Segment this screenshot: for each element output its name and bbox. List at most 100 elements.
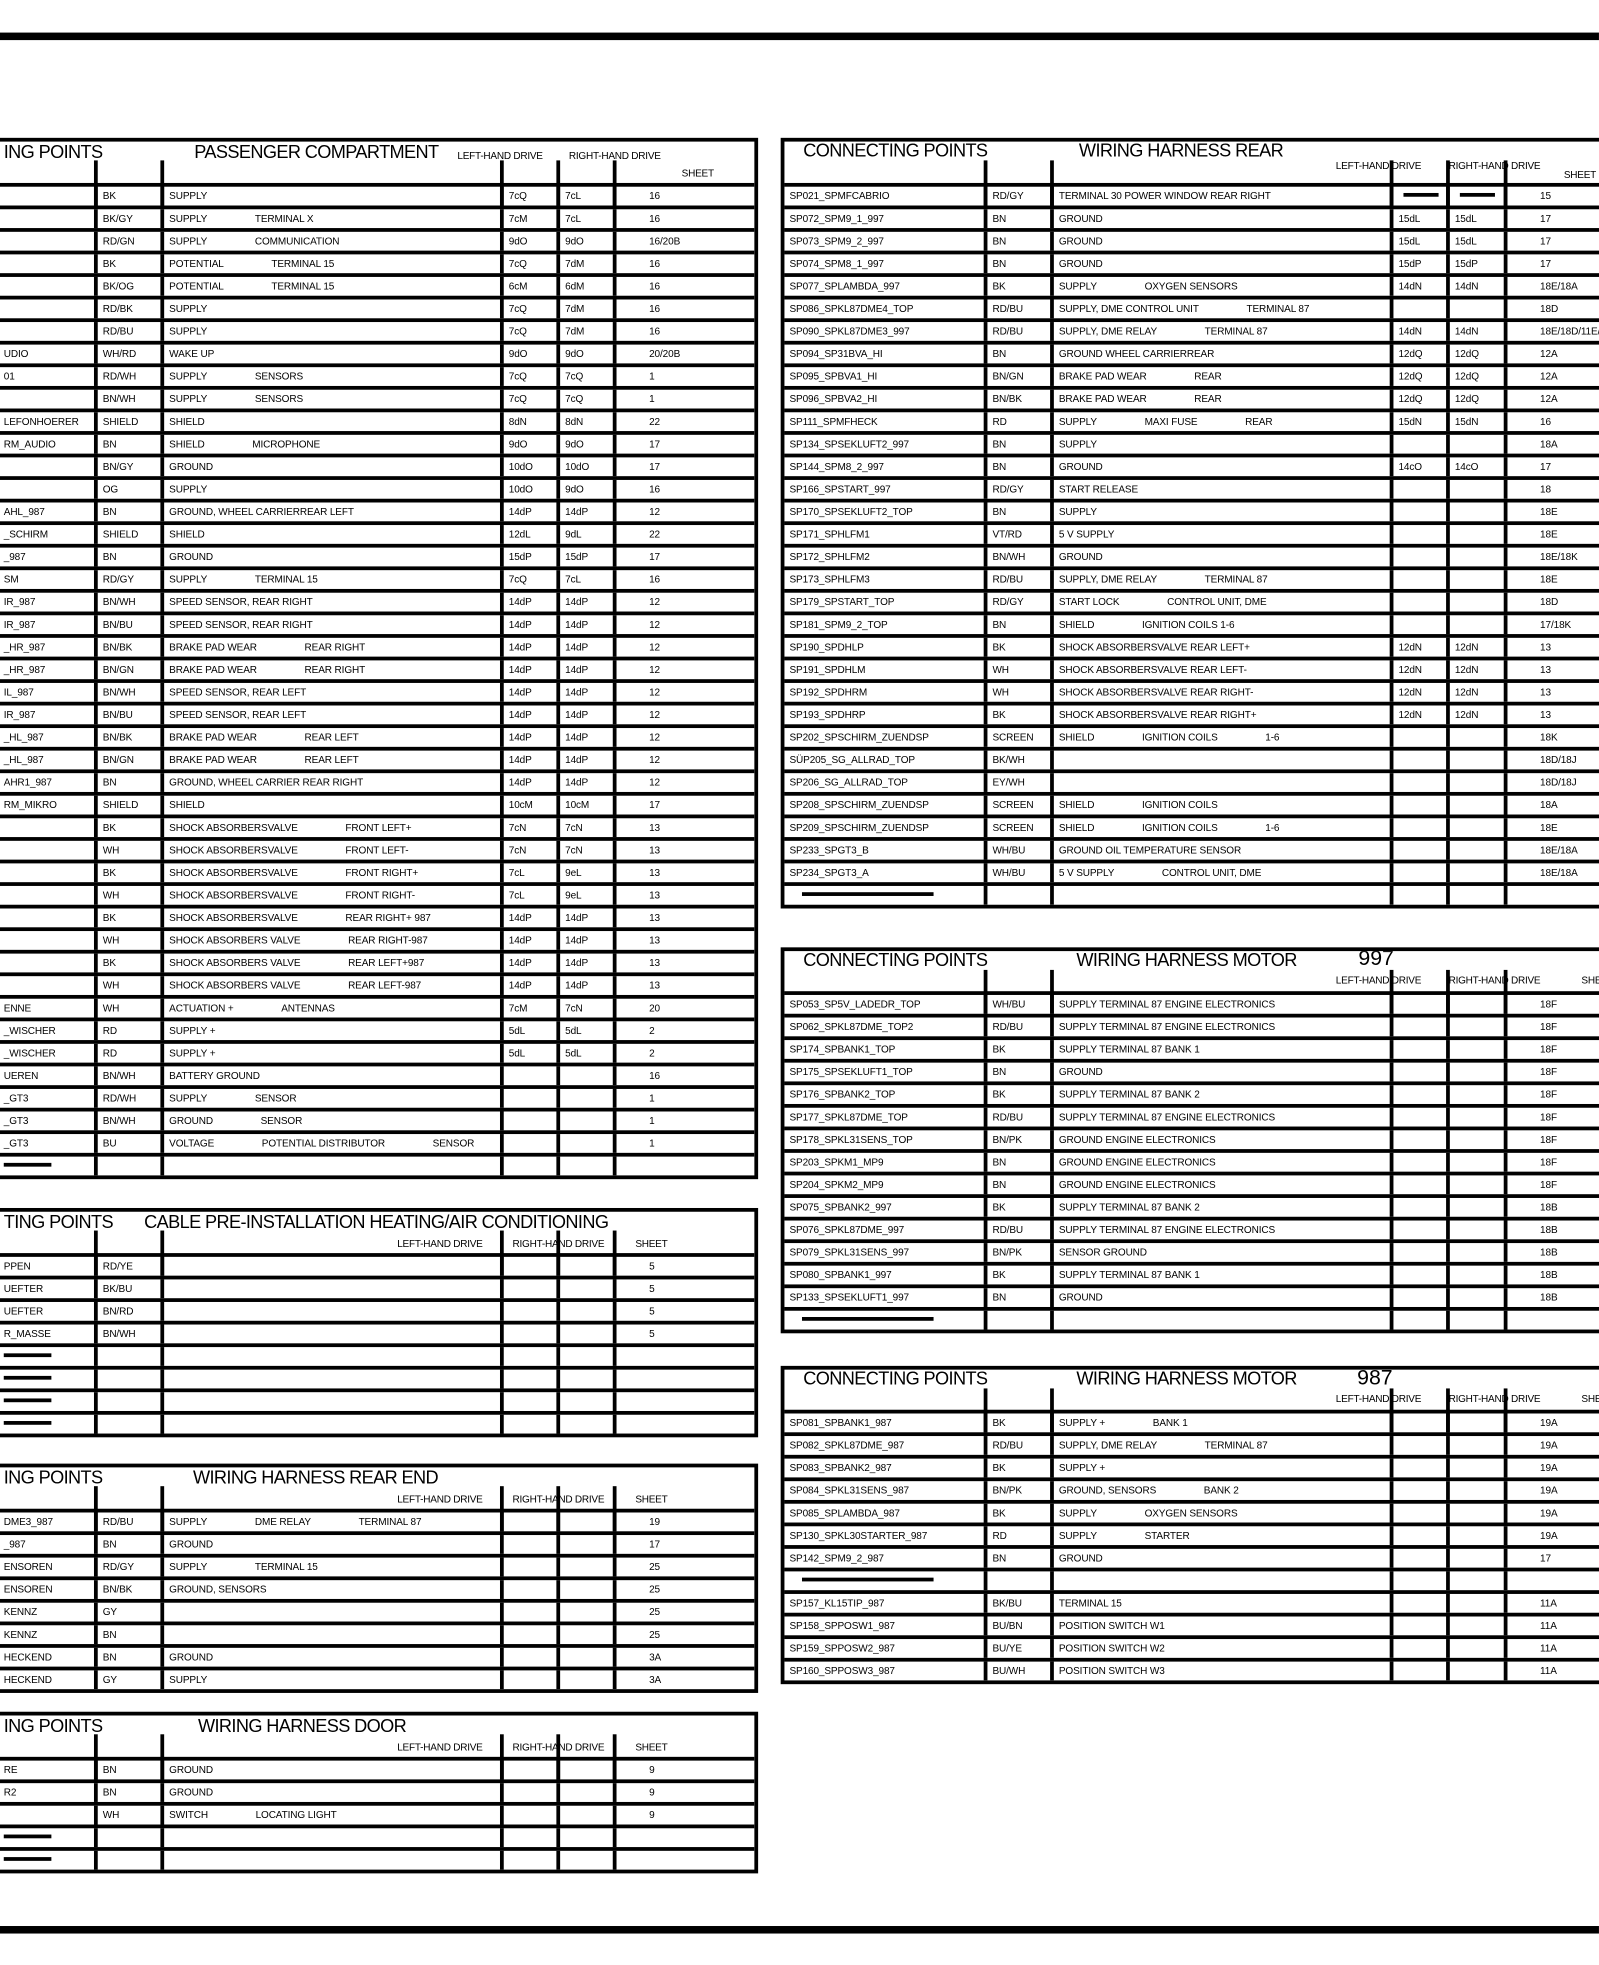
table-row: SP173_SPHLFM3 RD/BU SUPPLY, DME RELAY TERMI… xyxy=(784,566,1599,589)
connection-point-cell xyxy=(0,1851,98,1870)
left-hand-drive-cell xyxy=(499,1279,560,1299)
description-part: REAR LEFT xyxy=(304,731,359,744)
left-hand-drive-cell: 10cM xyxy=(499,795,560,815)
description-part: IGNITION COILS xyxy=(1141,731,1218,744)
table-rear-end: WIRING HARNESS REAR END ING POINTS LEFT-HA… xyxy=(0,1463,759,1693)
description-cell: VOLTAGE POTENTIAL DISTRIBUTOR SENSOR xyxy=(160,1134,503,1153)
description-cell: SHIELD IGNITION COILS 1-6 xyxy=(1050,615,1393,635)
right-hand-drive-cell: 14dN xyxy=(1446,322,1507,341)
description-part: TERMINAL 87 xyxy=(1204,325,1268,338)
description-part: SENSORS xyxy=(254,370,304,383)
right-hand-drive-cell xyxy=(1446,1458,1507,1478)
left-hand-drive-cell xyxy=(1389,1593,1450,1613)
description-cell xyxy=(160,1279,503,1299)
description-cell: GROUND xyxy=(1050,1548,1393,1568)
description-cell: SUPPLY TERMINAL X xyxy=(160,209,503,229)
left-hand-drive-cell: 14dP xyxy=(499,773,560,792)
description-part: SPEED SENSOR, REAR LEFT xyxy=(169,709,307,721)
right-hand-drive-cell: 9dO xyxy=(556,479,616,499)
sheet-cell: 16 xyxy=(612,479,755,499)
description-part: GROUND xyxy=(1058,213,1103,225)
description-cell: SUPPLY + BANK 1 xyxy=(1050,1413,1393,1433)
left-hand-drive-cell xyxy=(1389,1639,1450,1658)
header-rhd: RIGHT-HAND DRIVE xyxy=(512,1741,605,1754)
header-title: CONNECTING POINTS xyxy=(803,141,988,162)
sheet-cell: 16 xyxy=(612,276,755,296)
left-hand-drive-cell: 7cL xyxy=(499,863,560,883)
connection-point-cell: _WISCHER xyxy=(3,1047,56,1059)
wire-color-cell: BU/BN xyxy=(983,1616,1054,1636)
sheet-cell: 1 xyxy=(612,1088,755,1108)
right-hand-drive-cell xyxy=(556,1256,616,1276)
sheet-cell: 1 xyxy=(612,389,755,409)
table-row: SP082_SPKL87DME_987 RD/BU SUPPLY, DME RELA… xyxy=(784,1432,1599,1455)
table-rear: CONNECTING POINTS WIRING HARNESS REAR LEFT… xyxy=(780,137,1599,909)
connection-point-cell: SÜP205_SG_ALLRAD_TOP xyxy=(789,754,915,766)
description-cell: GROUND ENGINE ELECTRONICS xyxy=(1050,1130,1393,1150)
left-hand-drive-cell xyxy=(499,1324,560,1344)
table-row: WH SWITCH LOCATING LIGHT 9 xyxy=(0,1801,755,1825)
right-hand-drive-cell: 14dP xyxy=(556,592,616,612)
description-cell xyxy=(160,1625,503,1645)
sheet-cell: 19A xyxy=(1503,1458,1599,1478)
connection-point-cell: SP159_SPPOSW2_987 xyxy=(789,1642,895,1655)
description-part: REAR LEFT-987 xyxy=(348,979,422,992)
header-title: CONNECTING POINTS xyxy=(803,951,988,972)
description-part: IGNITION COILS 1-6 xyxy=(1141,619,1235,631)
table-row: SP072_SPM9_1_997 BN GROUND 15dL 15dL 17 xyxy=(784,205,1599,229)
description-part: OXYGEN SENSORS xyxy=(1144,280,1238,292)
sheet-cell: 18E xyxy=(1503,818,1599,838)
wire-color-cell: BK/GY xyxy=(93,209,164,229)
connection-point-cell: SP083_SPBANK2_987 xyxy=(789,1462,892,1474)
description-part: SPEED SENSOR, REAR LEFT xyxy=(169,686,307,698)
left-hand-drive-cell xyxy=(1389,615,1450,635)
connection-point-cell xyxy=(0,277,98,296)
description-part: GROUND ENGINE ELECTRONICS xyxy=(1058,1134,1216,1146)
sheet-cell: 16 xyxy=(612,209,755,229)
left-hand-drive-cell: 5dL xyxy=(499,1043,560,1063)
sheet-cell: 22 xyxy=(612,525,755,544)
left-hand-drive-cell xyxy=(1389,502,1450,522)
left-hand-drive-cell xyxy=(1389,1085,1450,1104)
header-title: TING POINTS xyxy=(3,1213,114,1234)
wire-color-cell: BN/GY xyxy=(93,457,164,477)
left-hand-drive-cell xyxy=(1389,1413,1450,1433)
description-cell: SUPPLY TERMINAL 87 BANK 1 xyxy=(1050,1040,1393,1059)
table-row: SP192_SPDHRM WH SHOCK ABSORBERSVALVE REAR … xyxy=(784,679,1599,702)
header-column-divider xyxy=(93,1734,98,1780)
connection-point-cell: SP079_SPKL31SENS_997 xyxy=(789,1246,910,1259)
description-cell: 5 V SUPPLY xyxy=(1050,525,1393,544)
connection-point-cell: SP208_SPSCHIRM_ZUENDSP xyxy=(789,799,929,811)
description-part: REAR RIGHT xyxy=(304,664,366,676)
right-hand-drive-cell xyxy=(1446,1616,1507,1636)
description-part: SWITCH xyxy=(169,1809,208,1821)
left-hand-drive-cell xyxy=(1389,994,1450,1014)
wire-color-cell xyxy=(93,1369,164,1389)
description-cell: TERMINAL 30 POWER WINDOW REAR RIGHT xyxy=(1050,186,1393,206)
wire-color-cell: BN/WH xyxy=(93,1111,164,1131)
description-part: SUPPLY + xyxy=(169,1025,216,1037)
left-hand-drive-cell: 14dP xyxy=(499,682,560,702)
right-hand-drive-cell xyxy=(1446,1548,1507,1568)
sheet-cell: 13 xyxy=(1503,660,1599,680)
right-hand-drive-cell: 7cL xyxy=(556,209,616,229)
sheet-cell: 18A xyxy=(1503,434,1599,454)
sheet-cell: 15 xyxy=(1503,186,1599,206)
wire-color-cell: BN/BK xyxy=(93,637,164,657)
table-row: SP202_SPSCHIRM_ZUENDSP SCREEN SHIELD IGNITI… xyxy=(784,724,1599,747)
description-cell: SUPPLY TERMINAL 87 ENGINE ELECTRONICS xyxy=(1050,1107,1393,1127)
table-row: SP094_SP31BVA_HI BN GROUND WHEEL CARRIERRE… xyxy=(784,340,1599,364)
right-hand-drive-cell: 15dL xyxy=(1446,209,1507,229)
description-part: GROUND xyxy=(1058,461,1103,473)
description-cell: SUPPLY TERMINAL 87 ENGINE ELECTRONICS xyxy=(1050,994,1393,1014)
sheet-cell: 12 xyxy=(612,682,755,702)
connection-point-cell: SP160_SPPOSW3_987 xyxy=(789,1665,895,1677)
description-part: SUPPLY xyxy=(169,370,208,383)
right-hand-drive-cell xyxy=(556,1580,616,1599)
description-cell: SUPPLY STARTER xyxy=(1050,1526,1393,1546)
description-part: SENSOR xyxy=(260,1115,303,1127)
table-row: SP191_SPDHLM WH SHOCK ABSORBERSVALVE REAR … xyxy=(784,656,1599,680)
connection-point-cell: SP166_SPSTART_997 xyxy=(789,483,891,495)
table-row: AHR1_987 BN GROUND, WHEEL CARRIER REAR RIG… xyxy=(0,769,755,792)
description-cell: SUPPLY xyxy=(160,299,503,319)
